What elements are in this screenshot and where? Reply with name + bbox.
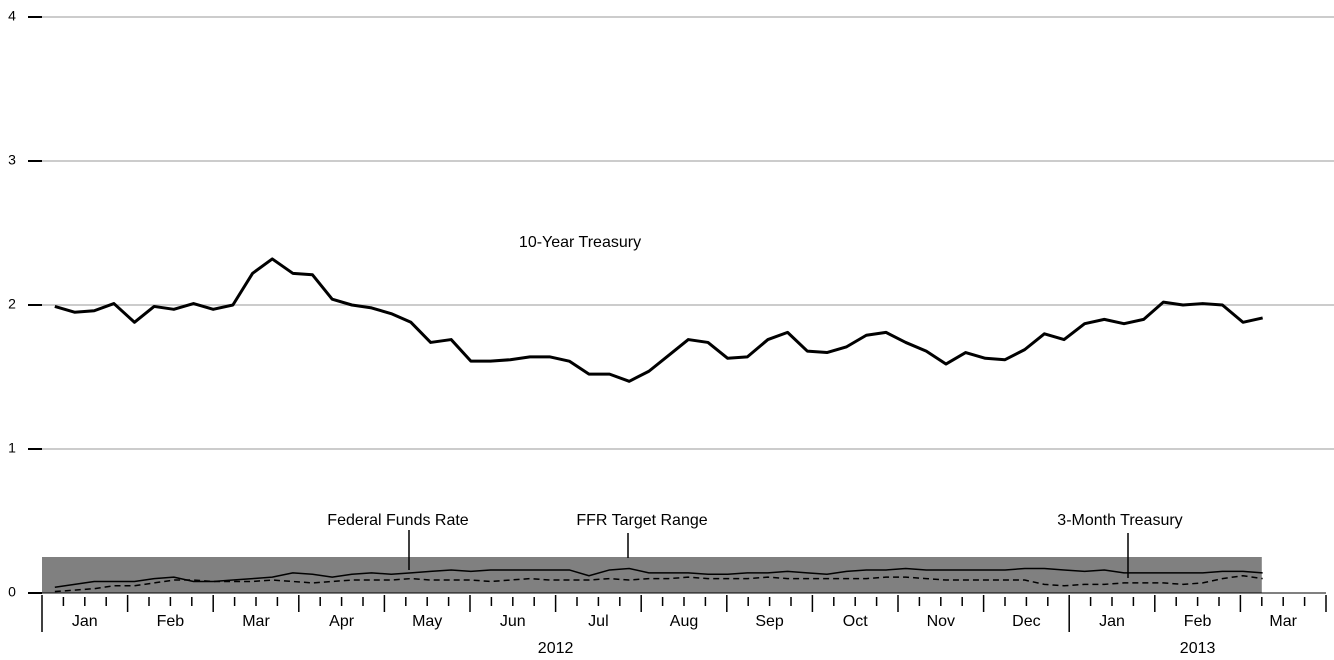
annotation: 3-Month Treasury bbox=[1057, 512, 1182, 529]
annotation: Federal Funds Rate bbox=[327, 512, 469, 529]
x-tick-label: Feb bbox=[1184, 613, 1212, 630]
y-tick-label: 3 bbox=[8, 152, 16, 168]
x-tick-label: Jan bbox=[72, 613, 98, 630]
y-tick-label: 2 bbox=[8, 296, 16, 312]
x-tick-label: Mar bbox=[1269, 613, 1297, 630]
x-tick-label: Feb bbox=[157, 613, 185, 630]
year-label: 2012 bbox=[538, 640, 574, 657]
x-tick-label: Aug bbox=[670, 613, 698, 630]
y-tick-label: 0 bbox=[8, 584, 16, 600]
x-tick-label: Jan bbox=[1099, 613, 1125, 630]
x-tick-label: Mar bbox=[242, 613, 270, 630]
annotation: 10-Year Treasury bbox=[519, 234, 641, 251]
year-label: 2013 bbox=[1180, 640, 1216, 657]
target-range-band bbox=[42, 557, 1262, 593]
series-line bbox=[54, 574, 1263, 593]
x-tick-label: Nov bbox=[927, 613, 955, 630]
x-tick-label: Apr bbox=[329, 613, 355, 630]
x-tick-label: Oct bbox=[843, 613, 868, 630]
annotation: FFR Target Range bbox=[576, 512, 707, 529]
y-tick-label: 4 bbox=[8, 8, 16, 24]
x-tick-label: Sep bbox=[755, 613, 784, 630]
series-line bbox=[54, 567, 1263, 588]
x-tick-label: May bbox=[412, 613, 442, 630]
series-line bbox=[54, 257, 1263, 383]
x-tick-label: Jun bbox=[500, 613, 526, 630]
x-tick-label: Jul bbox=[588, 613, 608, 630]
x-tick-label: Dec bbox=[1012, 613, 1040, 630]
y-tick-label: 1 bbox=[8, 440, 16, 456]
